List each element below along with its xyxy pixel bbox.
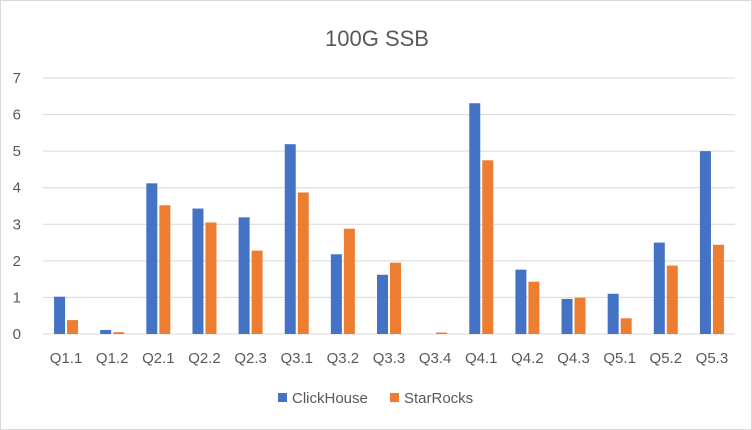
x-tick-label: Q3.2 xyxy=(327,350,360,367)
bar-clickhouse-Q3-1 xyxy=(284,144,296,334)
bar-clickhouse-Q1-2 xyxy=(100,329,112,334)
bar-starrocks-Q1-1 xyxy=(67,320,79,334)
y-tick-label: 1 xyxy=(13,289,21,306)
y-axis-ticks: 0 1 2 3 4 5 6 7 xyxy=(13,70,21,343)
legend-label-starrocks: StarRocks xyxy=(404,390,473,407)
legend: ClickHouse StarRocks xyxy=(278,390,473,407)
bar-starrocks-Q2-3 xyxy=(251,250,263,334)
bar-clickhouse-Q5-1 xyxy=(607,293,619,334)
y-tick-label: 6 xyxy=(13,107,21,124)
x-tick-label: Q2.2 xyxy=(188,350,221,367)
bar-starrocks-Q3-2 xyxy=(343,228,355,334)
x-tick-label: Q2.3 xyxy=(234,350,267,367)
x-tick-label: Q4.1 xyxy=(465,350,498,367)
x-tick-label: Q5.2 xyxy=(650,350,683,367)
bar-starrocks-Q3-1 xyxy=(297,192,309,334)
bar-starrocks-Q2-1 xyxy=(159,205,171,334)
bar-clickhouse-Q5-2 xyxy=(653,242,665,334)
bar-clickhouse-Q1-1 xyxy=(54,296,66,334)
legend-label-clickhouse: ClickHouse xyxy=(292,390,368,407)
bar-starrocks-Q3-4 xyxy=(436,332,448,334)
bar-clickhouse-Q3-3 xyxy=(377,274,388,334)
legend-swatch-clickhouse xyxy=(278,393,287,402)
bar-starrocks-Q5-3 xyxy=(712,244,724,334)
bar-starrocks-Q4-1 xyxy=(482,160,494,334)
bar-starrocks-Q4-3 xyxy=(574,297,586,334)
bar-clickhouse-Q3-2 xyxy=(330,254,342,334)
x-tick-label: Q5.1 xyxy=(603,350,636,367)
x-tick-label: Q4.3 xyxy=(557,350,590,367)
legend-swatch-starrocks xyxy=(390,393,399,402)
y-tick-label: 4 xyxy=(13,180,21,197)
x-tick-label: Q3.4 xyxy=(419,350,452,367)
x-tick-label: Q1.1 xyxy=(50,350,83,367)
bar-clickhouse-Q2-2 xyxy=(192,208,204,334)
bar-clickhouse-Q2-3 xyxy=(238,217,250,334)
bar-starrocks-Q5-1 xyxy=(620,318,632,334)
x-tick-label: Q5.3 xyxy=(696,350,729,367)
y-tick-label: 3 xyxy=(13,216,21,233)
x-tick-label: Q1.2 xyxy=(96,350,129,367)
bar-starrocks-Q1-2 xyxy=(113,332,125,334)
bars xyxy=(54,103,724,334)
bar-starrocks-Q3-3 xyxy=(390,262,401,334)
x-tick-label: Q4.2 xyxy=(511,350,544,367)
x-tick-label: Q2.1 xyxy=(142,350,175,367)
x-axis-ticks: Q1.1 Q1.2 Q2.1 Q2.2 Q2.3 Q3.1 Q3.2 Q3.3 Q3.4 Q4.1… xyxy=(50,350,728,367)
y-tick-label: 0 xyxy=(13,326,21,343)
bar-clickhouse-Q4-2 xyxy=(515,269,527,334)
bar-clickhouse-Q5-3 xyxy=(699,151,711,334)
y-tick-label: 7 xyxy=(13,70,21,87)
bar-clickhouse-Q4-1 xyxy=(469,103,481,334)
x-tick-label: Q3.3 xyxy=(373,350,406,367)
bar-starrocks-Q2-2 xyxy=(205,222,217,334)
gridlines xyxy=(43,77,735,335)
bar-clickhouse-Q4-3 xyxy=(561,298,573,334)
bar-starrocks-Q4-2 xyxy=(528,281,540,334)
x-tick-label: Q3.1 xyxy=(280,350,313,367)
chart-title: 100G SSB xyxy=(325,26,429,51)
y-tick-label: 5 xyxy=(13,143,21,160)
y-tick-label: 2 xyxy=(13,253,21,270)
bar-starrocks-Q5-2 xyxy=(666,265,678,334)
bar-clickhouse-Q2-1 xyxy=(146,183,158,334)
